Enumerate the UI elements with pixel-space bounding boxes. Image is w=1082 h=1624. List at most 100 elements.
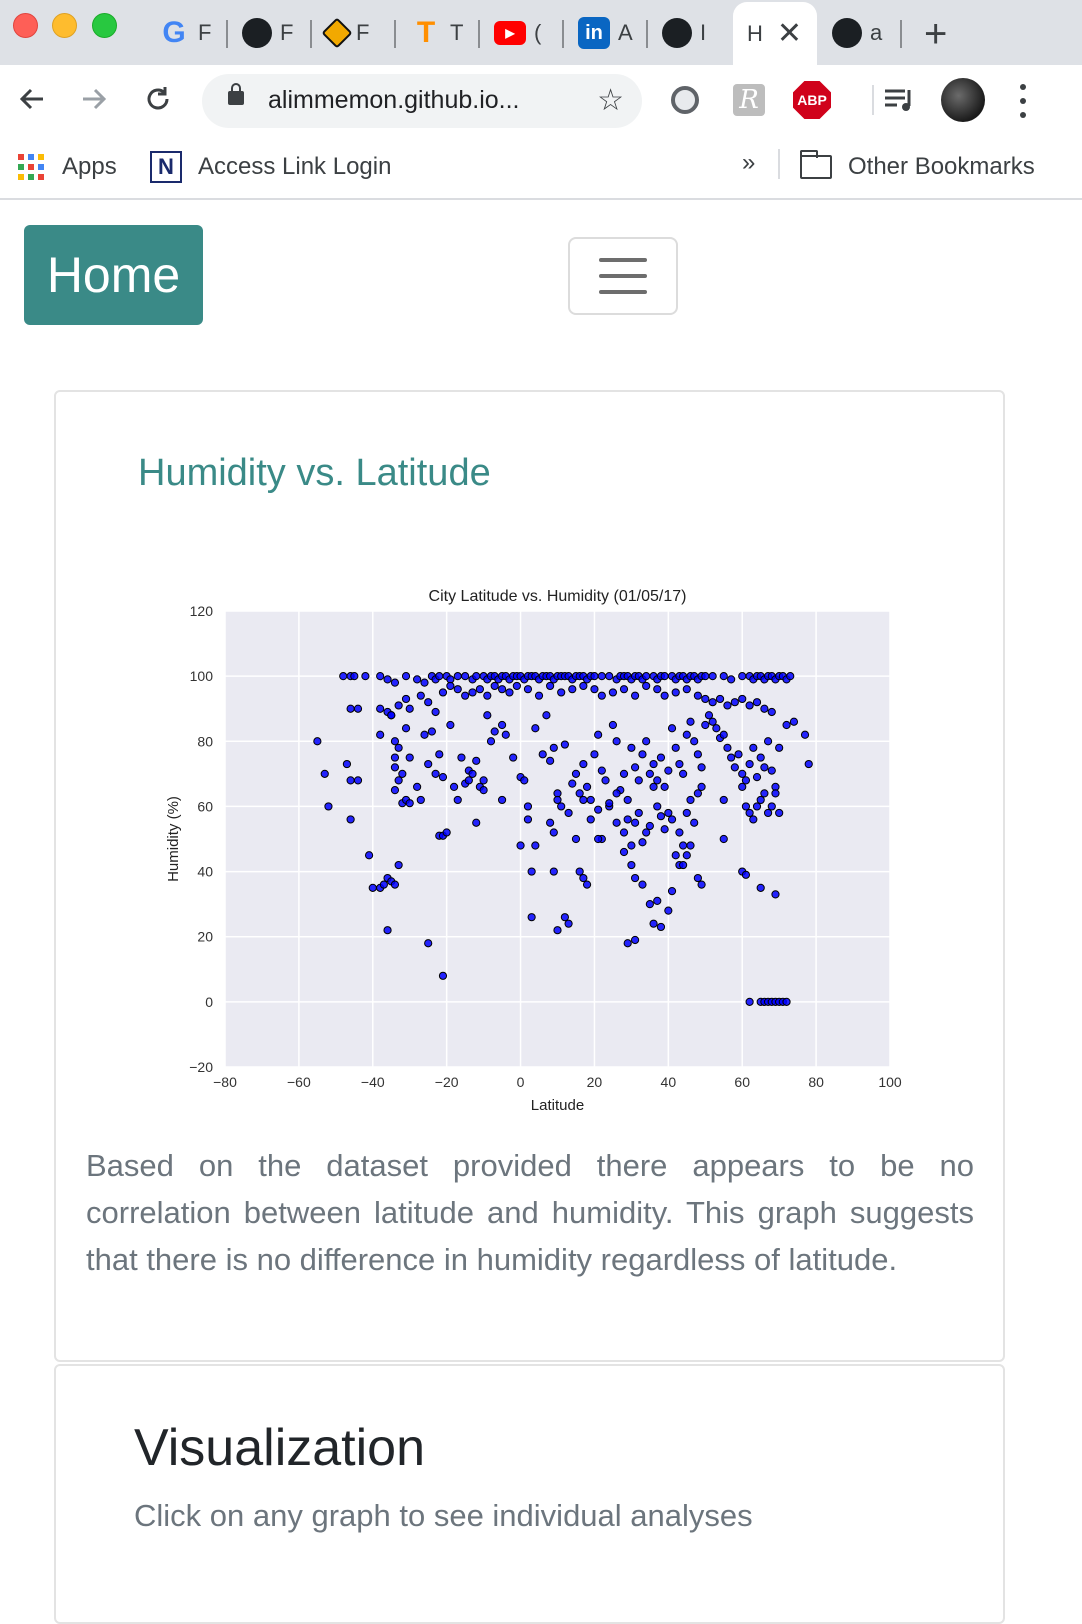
tab-youtube[interactable]: ▶ ( bbox=[480, 8, 564, 58]
bookmark-star-icon[interactable]: ☆ bbox=[597, 84, 624, 117]
data-point bbox=[756, 795, 765, 805]
bookmark-access-link[interactable]: N Access Link Login bbox=[150, 149, 391, 185]
data-point bbox=[546, 818, 555, 827]
scatter-chart[interactable]: −80 −60 −40 −20 0 20 40 60 80 100 −20 0 20 40 60 80 100 1… bbox=[156, 574, 916, 1119]
data-point bbox=[693, 750, 702, 759]
data-point bbox=[719, 834, 728, 844]
data-point bbox=[767, 707, 776, 717]
extension-circle-icon[interactable] bbox=[666, 81, 704, 119]
media-queue-icon[interactable] bbox=[880, 81, 918, 119]
x-tick-label: 0 bbox=[517, 1074, 525, 1090]
data-point bbox=[383, 675, 392, 684]
data-point bbox=[763, 737, 773, 746]
tab-google[interactable]: G F bbox=[144, 8, 228, 58]
data-point bbox=[413, 675, 422, 684]
y-tick-label: 20 bbox=[197, 929, 213, 945]
data-point bbox=[483, 691, 492, 700]
data-point bbox=[686, 841, 695, 850]
browser-menu-icon[interactable] bbox=[1018, 84, 1028, 118]
y-axis-label: Humidity (%) bbox=[165, 796, 182, 882]
data-point bbox=[642, 737, 651, 746]
x-tick-label: 40 bbox=[661, 1074, 677, 1090]
tab-github-2[interactable]: I bbox=[648, 8, 732, 58]
data-point bbox=[723, 701, 732, 710]
data-point bbox=[523, 815, 533, 824]
maximize-window-button[interactable] bbox=[92, 13, 117, 38]
data-point bbox=[435, 750, 444, 759]
data-point bbox=[627, 743, 636, 752]
tab-github[interactable]: F bbox=[228, 8, 312, 58]
bookmarks-bar: Apps N Access Link Login Other Bookmarks bbox=[0, 137, 1082, 200]
bookmarks-overflow-button[interactable]: » bbox=[742, 149, 756, 176]
data-point bbox=[745, 701, 754, 710]
data-point bbox=[549, 743, 558, 752]
new-tab-button[interactable]: + bbox=[924, 12, 948, 56]
data-point bbox=[350, 672, 359, 681]
linkedin-icon: in bbox=[578, 17, 610, 49]
data-point bbox=[701, 720, 710, 730]
tab-plotly[interactable]: F bbox=[312, 8, 396, 58]
close-tab-icon[interactable]: ✕ bbox=[776, 17, 803, 50]
data-point bbox=[660, 691, 669, 700]
data-point bbox=[568, 685, 577, 694]
minimize-window-button[interactable] bbox=[52, 13, 77, 38]
data-point bbox=[682, 808, 691, 818]
tab-label: F bbox=[356, 20, 370, 45]
data-point bbox=[730, 698, 739, 707]
analysis-card: Humidity vs. Latitude −80 −60 −40 −20 0 20 40 6… bbox=[54, 390, 1005, 1362]
data-point bbox=[745, 808, 754, 818]
tab-strip: G F F F T T ▶ ( in A I H ✕ a + bbox=[0, 0, 1082, 65]
data-point bbox=[590, 750, 599, 759]
address-bar[interactable]: alimmemon.github.io... ☆ bbox=[202, 74, 642, 128]
data-point bbox=[627, 860, 636, 870]
data-point bbox=[719, 730, 728, 739]
data-point bbox=[560, 913, 569, 922]
data-point bbox=[590, 685, 599, 694]
data-point bbox=[523, 802, 533, 811]
navbar-toggle-button[interactable] bbox=[568, 237, 678, 315]
tab-github-3[interactable]: a bbox=[818, 8, 902, 58]
data-point bbox=[771, 789, 780, 798]
tab-tensorflow[interactable]: T T bbox=[396, 8, 480, 58]
data-point bbox=[763, 808, 773, 818]
data-point bbox=[708, 672, 717, 681]
data-point bbox=[579, 795, 588, 805]
tab-linkedin[interactable]: in A bbox=[564, 8, 648, 58]
data-point bbox=[667, 724, 677, 733]
folder-icon bbox=[800, 150, 832, 179]
data-point bbox=[612, 818, 621, 827]
data-point bbox=[619, 828, 629, 837]
data-point bbox=[712, 724, 721, 733]
data-point bbox=[597, 766, 606, 775]
home-button[interactable]: Home bbox=[24, 225, 203, 325]
back-button[interactable] bbox=[12, 79, 52, 119]
data-point bbox=[461, 691, 470, 700]
data-point bbox=[575, 867, 584, 876]
bookmark-apps[interactable]: Apps bbox=[18, 149, 117, 185]
reload-button[interactable] bbox=[138, 79, 178, 119]
data-point bbox=[767, 766, 776, 775]
data-point bbox=[738, 694, 747, 704]
data-point bbox=[679, 841, 688, 850]
data-point bbox=[468, 769, 477, 778]
data-point bbox=[405, 799, 414, 808]
visualization-title: Visualization bbox=[134, 1419, 426, 1477]
data-point bbox=[324, 802, 333, 811]
profile-avatar[interactable] bbox=[941, 78, 985, 122]
forward-button[interactable] bbox=[74, 79, 114, 119]
adblock-plus-icon[interactable]: ABP bbox=[793, 81, 831, 119]
data-point bbox=[775, 808, 784, 818]
tab-active-page[interactable]: H ✕ bbox=[733, 2, 817, 65]
close-window-button[interactable] bbox=[13, 13, 38, 38]
data-point bbox=[394, 776, 403, 785]
extension-r-icon[interactable]: R bbox=[730, 81, 768, 119]
data-point bbox=[619, 685, 629, 694]
data-point bbox=[420, 730, 429, 739]
data-point bbox=[660, 782, 669, 791]
data-point bbox=[472, 756, 481, 765]
data-point bbox=[597, 672, 606, 681]
data-point bbox=[727, 675, 736, 684]
bookmark-other[interactable]: Other Bookmarks bbox=[800, 149, 1035, 185]
data-point bbox=[638, 838, 647, 847]
data-point bbox=[693, 789, 702, 798]
